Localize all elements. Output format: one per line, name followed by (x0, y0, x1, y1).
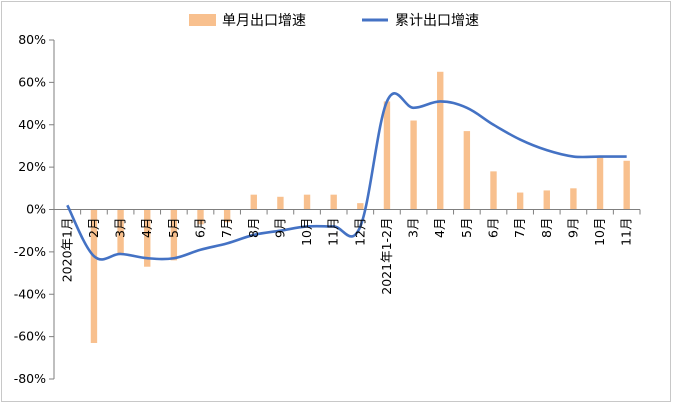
y-tick-label: 80% (18, 32, 46, 47)
bar (250, 194, 257, 210)
bar (197, 209, 204, 225)
x-tick-label: 8月 (246, 218, 261, 238)
line-path (66, 92, 627, 261)
x-tick-label: 4月 (139, 218, 154, 238)
y-tick-label: -80% (14, 371, 46, 386)
legend-label-line: 累计出口增速 (395, 13, 479, 29)
bar (516, 192, 524, 210)
legend-swatch-bar (189, 14, 216, 26)
bar (623, 160, 630, 210)
y-tick-label: 20% (18, 159, 46, 174)
y-tick-label: 60% (18, 74, 46, 89)
x-tick-label: 3月 (406, 218, 421, 238)
y-tick-label: -40% (14, 286, 46, 301)
legend: 单月出口增速 累计出口增速 (189, 13, 479, 29)
x-tick-label: 10月 (592, 218, 607, 246)
x-tick-label: 5月 (166, 218, 181, 238)
bar (330, 194, 337, 210)
x-axis-ticks (53, 209, 641, 215)
line-series (66, 92, 627, 261)
y-axis: 80% 60% 40% 20% 0% -20% -40% -60% -80% (14, 32, 54, 386)
bar (543, 190, 550, 210)
x-axis-labels: 2020年1月 2月 3月 4月 5月 6月 7月 8月 9月 10月 11月 12月 2021年1-2… (59, 218, 633, 295)
legend-label-bar: 单月出口增速 (222, 13, 306, 29)
bar (490, 171, 497, 210)
bar (383, 101, 391, 210)
x-tick-label: 11月 (619, 218, 634, 246)
x-tick-label: 11月 (326, 218, 341, 246)
bar (437, 71, 444, 210)
x-tick-label: 8月 (539, 218, 554, 238)
x-tick-label: 6月 (193, 218, 208, 238)
bar (570, 188, 577, 210)
x-tick-label: 4月 (432, 218, 447, 238)
x-tick-label: 9月 (272, 218, 287, 238)
y-tick-label: 40% (18, 117, 46, 132)
bar (117, 209, 124, 254)
x-tick-label: 2020年1月 (59, 218, 74, 283)
x-tick-label: 7月 (219, 218, 234, 238)
bar (303, 194, 311, 210)
y-tick-label: 0% (26, 202, 46, 217)
x-tick-label: 9月 (565, 218, 580, 238)
bar (410, 120, 417, 210)
x-tick-label: 2月 (86, 218, 101, 238)
x-tick-label: 7月 (512, 218, 527, 238)
x-tick-label: 5月 (459, 218, 474, 238)
bar-series (90, 71, 630, 343)
x-tick-label: 12月 (352, 218, 367, 246)
x-tick-label: 6月 (486, 218, 501, 238)
bar (144, 209, 151, 267)
y-tick-label: -20% (14, 244, 46, 259)
bar (596, 156, 604, 210)
x-tick-label: 3月 (113, 218, 128, 238)
bar (170, 209, 178, 261)
bar (463, 131, 471, 210)
bar (277, 196, 284, 210)
bar (223, 209, 231, 223)
bar (90, 209, 98, 343)
y-tick-label: -60% (14, 329, 46, 344)
bar (357, 203, 364, 210)
x-tick-label: 10月 (299, 218, 314, 246)
x-tick-label: 2021年1-2月 (379, 218, 394, 295)
